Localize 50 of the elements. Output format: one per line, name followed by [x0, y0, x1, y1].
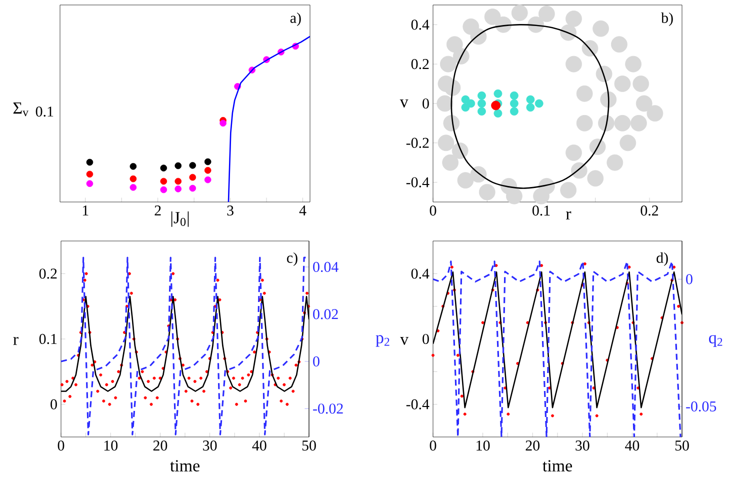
y-axis-title: Σ$_{v}$	[13, 102, 28, 116]
annotation: c)	[286, 252, 298, 266]
x-tick-label: 10	[104, 440, 118, 451]
y2-tick-label: 0	[313, 356, 320, 366]
x-tick-label: 0	[430, 440, 436, 451]
y-axis-title: v	[400, 100, 408, 108]
y-tick-label: -0.2	[406, 138, 429, 148]
y2-tick-label: 0.02	[313, 309, 338, 320]
x-tick-label: 0	[58, 440, 64, 451]
y-tick-label: -0.4	[406, 177, 430, 188]
x-tick-label: 50	[302, 440, 316, 451]
y-tick-label: 0.4	[411, 268, 430, 279]
y-axis-title: r	[13, 336, 18, 345]
y-tick-label: 0.2	[411, 59, 429, 70]
y-tick-label: 0	[50, 399, 57, 410]
annotation: b)	[661, 12, 673, 26]
y-tick-label: -0.4	[406, 399, 430, 410]
x-tick-label: 0.2	[640, 206, 658, 216]
y2-axis-title: q$_{2}$	[709, 335, 722, 347]
y-tick-label: 0	[422, 334, 429, 344]
y-tick-label: 0.4	[411, 20, 430, 30]
x-tick-label: 3	[227, 206, 234, 216]
text: a)	[290, 12, 301, 26]
x-tick-label: 0	[430, 206, 436, 216]
x-tick-label: 0.1	[532, 206, 550, 216]
x-tick-label: 2	[154, 206, 161, 216]
y-tick-label: 0.2	[39, 268, 57, 279]
x-axis-title: |J$_{0}$|	[171, 211, 189, 227]
x-axis-title: time	[170, 460, 200, 472]
x-tick-label: 4	[299, 206, 306, 216]
x-tick-label: 40	[252, 440, 266, 451]
x-tick-label: 10	[476, 440, 490, 451]
x-tick-label: 30	[203, 440, 217, 451]
y-tick-label: 0	[422, 98, 429, 109]
x-tick-label: 20	[153, 440, 168, 451]
y-axis-title: v	[400, 336, 409, 345]
x-axis-title: time	[542, 460, 572, 472]
y2-tick-label: 0	[686, 274, 692, 284]
annotation: d)	[656, 252, 668, 266]
x-tick-label: 30	[576, 440, 590, 451]
y2-tick-label: 0.04	[313, 262, 338, 272]
x-tick-label: 50	[675, 440, 689, 451]
x-tick-label: 40	[625, 440, 640, 451]
y-tick-label: 0.1	[39, 334, 57, 344]
y2-tick-label: -0.02	[313, 404, 343, 414]
x-axis-title: r	[566, 211, 572, 220]
x-tick-label: 1	[82, 206, 88, 216]
y2-tick-label: -0.05	[686, 401, 716, 412]
y2-axis-title: p$_{2}$	[376, 335, 390, 347]
x-tick-label: 20	[526, 440, 540, 451]
